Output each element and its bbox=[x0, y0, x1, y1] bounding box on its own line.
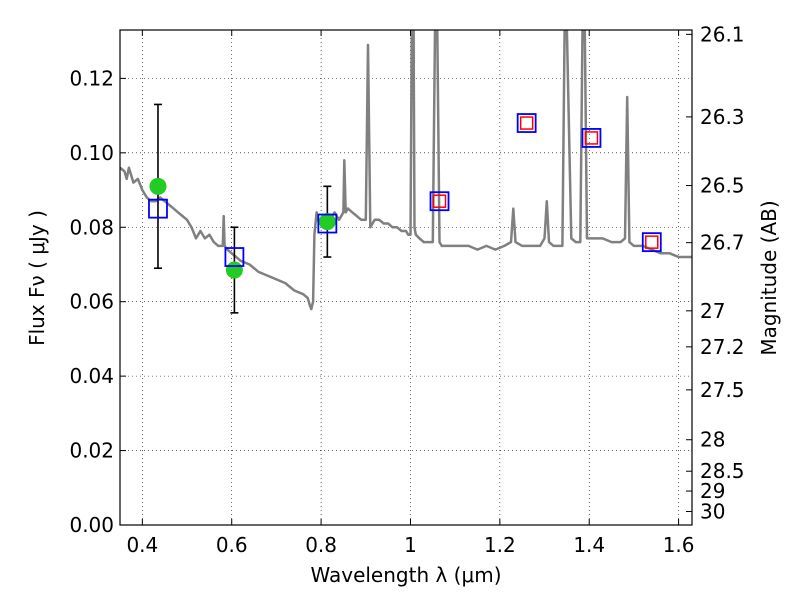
marker-layer bbox=[148, 103, 662, 314]
mag-tick-label: 28.5 bbox=[700, 459, 745, 483]
x-tick-label: 1.2 bbox=[484, 533, 516, 557]
mag-tick-label: 26.1 bbox=[700, 22, 745, 46]
y-axis-title: Flux Fν ( μJy ) bbox=[25, 210, 49, 346]
x-axis-ticks: 0.4 0.6 0.8 1 1.2 1.4 1.6 bbox=[126, 30, 695, 557]
mag-tick-label: 27.2 bbox=[700, 335, 745, 359]
model-band-square-red bbox=[519, 116, 534, 130]
mag-tick-label: 27 bbox=[700, 299, 725, 323]
x-tick-label: 1 bbox=[404, 533, 417, 557]
model-band-square-blue bbox=[317, 213, 338, 234]
model-band-square-blue bbox=[516, 113, 537, 133]
model-band-square-blue bbox=[148, 198, 168, 219]
observed-point bbox=[149, 177, 167, 195]
model-band-square-blue bbox=[641, 232, 662, 253]
observed-point bbox=[225, 261, 243, 279]
x-tick-label: 1.4 bbox=[573, 533, 605, 557]
y-tick-label: 0.12 bbox=[69, 66, 114, 90]
right-axis-title: Magnitude (AB) bbox=[757, 200, 781, 355]
spectrum-line bbox=[120, 30, 692, 311]
model-band-square-red bbox=[584, 131, 599, 145]
grid bbox=[120, 30, 692, 525]
x-axis-title: Wavelength λ (μm) bbox=[310, 563, 501, 587]
model-band-square-blue bbox=[581, 128, 602, 148]
y-tick-label: 0.06 bbox=[69, 290, 114, 314]
y-axis-ticks: 0.00 0.02 0.04 0.06 0.08 0.10 0.12 bbox=[69, 66, 126, 537]
observed-point bbox=[318, 213, 336, 231]
mag-tick-label: 26.7 bbox=[700, 231, 745, 255]
y-tick-label: 0.00 bbox=[69, 513, 114, 537]
y-tick-label: 0.10 bbox=[69, 141, 114, 165]
mag-tick-label: 26.5 bbox=[700, 174, 745, 198]
y-tick-label: 0.02 bbox=[69, 439, 114, 463]
model-band-square-red bbox=[432, 194, 447, 208]
x-tick-label: 0.6 bbox=[216, 533, 248, 557]
plot-frame bbox=[119, 29, 693, 526]
model-band-square-blue bbox=[224, 247, 245, 267]
x-tick-label: 0.8 bbox=[305, 533, 337, 557]
x-tick-label: 1.6 bbox=[663, 533, 695, 557]
mag-tick-label: 27.5 bbox=[700, 378, 745, 402]
x-tick-label: 0.4 bbox=[126, 533, 158, 557]
mag-tick-label: 30 bbox=[700, 499, 725, 523]
spectrum-layer bbox=[120, 30, 692, 311]
mag-tick-label: 26.3 bbox=[700, 105, 745, 129]
model-band-square-blue bbox=[429, 191, 450, 212]
y-tick-label: 0.04 bbox=[69, 364, 114, 388]
model-band-square-red bbox=[645, 235, 659, 249]
y-tick-label: 0.08 bbox=[69, 215, 114, 239]
mag-tick-label: 28 bbox=[700, 428, 725, 452]
mag-tick-label: 29 bbox=[700, 479, 725, 503]
